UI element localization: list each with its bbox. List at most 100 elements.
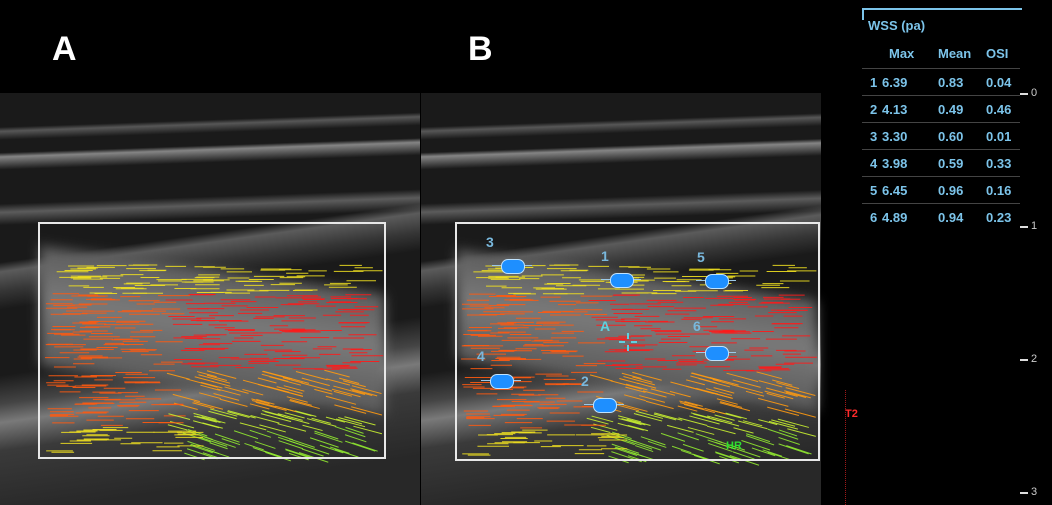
flow-vector: [264, 411, 294, 420]
flow-vector: [257, 383, 286, 393]
wss-marker[interactable]: [593, 398, 617, 413]
flow-vector: [202, 422, 223, 429]
col-max: Max: [889, 46, 915, 61]
cell-mean: 0.96: [938, 183, 964, 198]
marker-label: 3: [486, 234, 494, 250]
flow-vector: [260, 413, 292, 423]
flow-vector: [719, 402, 751, 412]
flow-vector: [351, 406, 383, 416]
flow-vector: [339, 377, 360, 384]
flow-vector: [621, 372, 642, 379]
flow-vector: [285, 449, 309, 458]
flow-vector: [325, 395, 357, 405]
flow-vector: [200, 384, 221, 392]
flow-vector: [732, 451, 755, 460]
wss-marker[interactable]: [501, 259, 525, 274]
flow-vector: [277, 423, 307, 432]
flow-vector: [632, 376, 653, 383]
col-osi: OSI: [986, 46, 1009, 61]
flow-vector: [224, 386, 249, 394]
table-row: 1 6.39 0.83 0.04: [862, 68, 1020, 95]
panel-a: A: [0, 0, 420, 505]
table-bracket: [862, 8, 1022, 20]
wss-marker[interactable]: [705, 346, 729, 361]
flow-vector: [244, 442, 264, 451]
col-mean: Mean: [938, 46, 972, 61]
flow-vector: [590, 426, 611, 433]
flow-vector: [777, 418, 809, 428]
wss-marker[interactable]: [610, 273, 634, 288]
scale-tick: [1020, 226, 1028, 228]
flow-vector: [667, 424, 694, 433]
flow-vector: [625, 386, 646, 393]
flow-vector: [712, 379, 733, 386]
flow-vector: [785, 391, 807, 399]
flow-vector: [250, 414, 280, 424]
flow-vector: [756, 371, 782, 380]
flow-vector: [345, 440, 376, 452]
flow-vector: [209, 442, 228, 450]
flow-vector: [625, 383, 648, 391]
flow-vector: [204, 436, 236, 448]
flow-vector: [257, 377, 277, 384]
panel-b: B 1 2 3 4 5 6 A HR T2: [421, 0, 931, 505]
crosshair-icon: [619, 333, 637, 351]
flow-vector: [619, 377, 639, 385]
flow-vector: [314, 430, 339, 440]
flow-vector: [342, 380, 366, 388]
flow-vector: [751, 447, 776, 457]
flow-vector: [351, 389, 373, 397]
flow-vector: [687, 426, 715, 435]
flow-vector: [193, 401, 224, 410]
flow-vector: [645, 400, 674, 410]
flow-vector: [736, 448, 761, 458]
table-header: Max Mean OSI: [862, 40, 1020, 66]
flow-vector: [637, 382, 657, 389]
flow-vector: [256, 398, 275, 405]
cell-id: 2: [870, 102, 878, 117]
flow-vector: [716, 398, 738, 405]
flow-vector: [278, 440, 304, 450]
cell-osi: 0.46: [986, 102, 1012, 117]
cell-mean: 0.49: [938, 102, 964, 117]
flow-vector: [647, 440, 667, 448]
flow-vector: [277, 413, 303, 421]
flow-vector: [589, 374, 613, 382]
flow-vector: [201, 416, 226, 424]
flow-vector: [686, 385, 714, 395]
cursor-label: A: [600, 318, 611, 334]
flow-vector: [208, 410, 237, 420]
flow-vector: [654, 412, 683, 421]
flow-vector: [635, 445, 654, 453]
flow-vector: [216, 388, 241, 396]
cell-max: 4.13: [882, 102, 908, 117]
flow-vector: [586, 417, 609, 425]
flow-vector: [259, 424, 286, 433]
flow-vector: [767, 451, 792, 461]
flow-vector: [778, 436, 800, 445]
flow-vector: [660, 432, 686, 442]
flow-vector: [334, 404, 367, 414]
wss-marker[interactable]: [490, 374, 514, 389]
flow-vector: [338, 417, 363, 425]
table-row: 5 6.45 0.96 0.16: [862, 176, 1020, 203]
wss-marker[interactable]: [705, 274, 729, 289]
flow-vector: [614, 447, 638, 457]
flow-vector: [776, 382, 800, 390]
flow-vector: [199, 436, 228, 447]
flow-vector: [764, 390, 794, 400]
flow-vector: [331, 388, 361, 398]
cell-id: 6: [870, 210, 878, 225]
flow-vector: [333, 385, 366, 395]
flow-vector: [623, 376, 655, 386]
table-row: 2 4.13 0.49 0.46: [862, 95, 1020, 122]
flow-vector: [726, 372, 759, 383]
flow-vector: [283, 390, 304, 397]
flow-vector: [334, 426, 366, 438]
flow-vector: [353, 425, 383, 435]
flow-vector: [627, 424, 649, 432]
flow-vector: [352, 442, 378, 452]
flow-vector: [610, 380, 642, 390]
flow-vector: [289, 400, 320, 410]
flow-vector: [686, 379, 705, 386]
